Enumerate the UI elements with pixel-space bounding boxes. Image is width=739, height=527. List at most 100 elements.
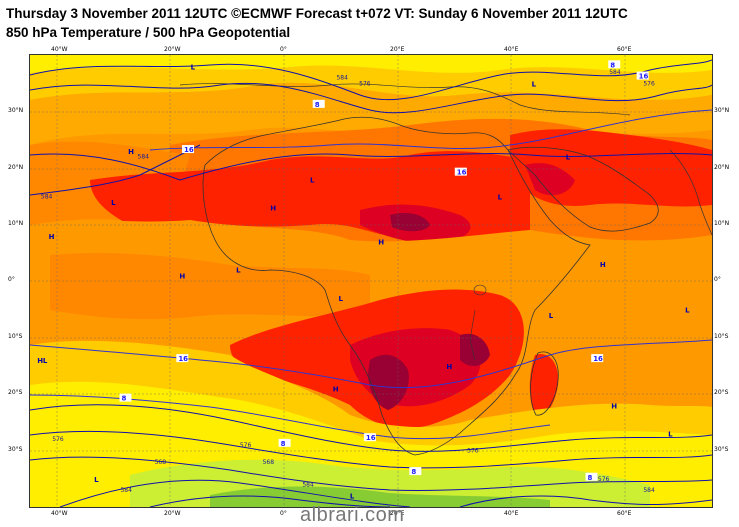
isotherm-label: 16: [366, 434, 376, 442]
temp-region-zambia-maroon: [460, 333, 490, 367]
isotherm-label-bg: [409, 467, 422, 476]
geopotential-label: 584: [41, 193, 53, 200]
geopotential-label: 576: [598, 476, 610, 483]
low-pressure-marker: L: [236, 267, 241, 275]
lon-label-20w: 20°W: [164, 46, 181, 53]
africa-coastline: [202, 116, 591, 456]
lat-label-20s: 20°S: [8, 389, 23, 396]
isotherm-contours: [30, 109, 712, 440]
lat-label-20n-right: 20°N: [714, 164, 730, 171]
lon-label-40w-bottom: 40°W: [51, 510, 68, 517]
geopotential-label: 576: [52, 436, 64, 443]
madagascar-coastline: [530, 351, 559, 416]
isotherm-label: 16: [178, 355, 188, 363]
contour-south-1: [30, 404, 712, 452]
isotherm-label: 8: [411, 468, 416, 476]
geopotential-label: 576: [359, 80, 371, 87]
temp-region-kalahari-maroon: [368, 354, 409, 410]
arabia-coastline: [507, 146, 659, 232]
isotherm-label-bg: [636, 71, 649, 80]
geopotential-label: 584: [120, 487, 132, 494]
isotherm-label: 8: [610, 61, 615, 69]
isotherm-label: 8: [588, 474, 593, 482]
low-pressure-marker: L: [685, 306, 690, 314]
graticule: [30, 55, 712, 507]
lat-label-10n-right: 10°N: [714, 220, 730, 227]
temp-band-north-yellow: [30, 55, 712, 73]
temp-region-madagascar-red: [529, 354, 559, 416]
isotherm-label-bg: [591, 354, 604, 363]
low-pressure-marker: L: [498, 193, 503, 201]
isotherm-label-bg: [278, 438, 291, 447]
geopotential-labels: 584 576 584 576 584 584 576 576 576 568 568 584 584 5…: [41, 69, 655, 494]
isotherm-label-bg: [181, 145, 194, 154]
lat-label-10s-right: 10°S: [714, 333, 729, 340]
contour-north-2: [30, 82, 712, 114]
geopotential-label: 576: [643, 80, 655, 87]
high-pressure-marker: H: [37, 357, 43, 365]
high-pressure-marker: H: [378, 238, 384, 246]
geopotential-label: 584: [138, 154, 150, 161]
isotherm-label: 8: [315, 101, 320, 109]
contour-south-5: [149, 495, 391, 507]
geopotential-label: 584: [643, 487, 655, 494]
isotherm-label-bg: [363, 433, 376, 442]
low-pressure-marker: L: [191, 63, 196, 71]
lat-label-30n: 30°N: [8, 107, 24, 114]
low-pressure-marker: L: [338, 295, 343, 303]
watermark: albrari.com: [300, 504, 405, 526]
low-pressure-marker: L: [566, 154, 571, 162]
high-pressure-marker: H: [128, 148, 134, 156]
low-pressure-marker: L: [310, 176, 315, 184]
isotherm-label-bg: [119, 393, 132, 402]
contour-584-north: [30, 153, 712, 181]
map-title: Thursday 3 November 2011 12UTC ©ECMWF Fo…: [6, 6, 628, 21]
contour-south-2: [30, 430, 712, 469]
geopotential-label: 576: [467, 448, 479, 455]
rift-lakes: [469, 309, 476, 361]
low-pressure-marker: L: [94, 476, 99, 484]
isotherm-labels: 16 16 16 8 8 16 16 8 16 8 8 8: [119, 60, 649, 482]
lon-label-40e-bottom: 40°E: [504, 510, 519, 517]
low-pressure-marker: L: [549, 312, 554, 320]
temp-region-gulf-guinea: [50, 253, 370, 320]
high-pressure-marker: H: [270, 205, 276, 213]
lat-label-30n-right: 30°N: [714, 107, 730, 114]
low-pressure-marker: L: [111, 199, 116, 207]
high-pressure-marker: H: [49, 233, 55, 241]
geopotential-label: 584: [609, 69, 621, 76]
isotherm-8-south: [30, 394, 551, 440]
isotherm-16-south: [30, 339, 712, 389]
isotherm-label-bg: [585, 472, 598, 481]
india-coastline: [669, 149, 712, 236]
contour-subtropical-west: [30, 144, 201, 196]
geopotential-contours: [30, 59, 712, 507]
lon-label-60e-bottom: 60°E: [617, 510, 632, 517]
lat-label-30s-right: 30°S: [714, 446, 729, 453]
europe-coastline: [179, 83, 631, 116]
high-pressure-marker: H: [611, 402, 617, 410]
lon-label-0: 0°: [280, 46, 287, 53]
lon-label-40w: 40°W: [51, 46, 68, 53]
low-pressure-marker: L: [43, 357, 48, 365]
isotherm-label-bg: [312, 99, 325, 108]
isotherm-label-bg: [454, 167, 467, 176]
geopotential-label: 568: [263, 459, 275, 466]
lat-label-eq-right: 0°: [714, 276, 721, 283]
geopotential-label: 568: [155, 459, 167, 466]
lat-label-eq: 0°: [8, 276, 15, 283]
lon-label-60e: 60°E: [617, 46, 632, 53]
isotherm-label: 8: [121, 395, 126, 403]
geopotential-label: 584: [336, 75, 348, 82]
lat-label-10s: 10°S: [8, 333, 23, 340]
lake-victoria: [473, 284, 487, 296]
low-pressure-marker: L: [668, 431, 673, 439]
high-pressure-marker: H: [600, 261, 606, 269]
isotherm-label-bg: [176, 354, 189, 363]
contour-south-4: [59, 479, 411, 507]
low-pressure-marker: L: [532, 80, 537, 88]
isotherm-label: 16: [457, 169, 467, 177]
